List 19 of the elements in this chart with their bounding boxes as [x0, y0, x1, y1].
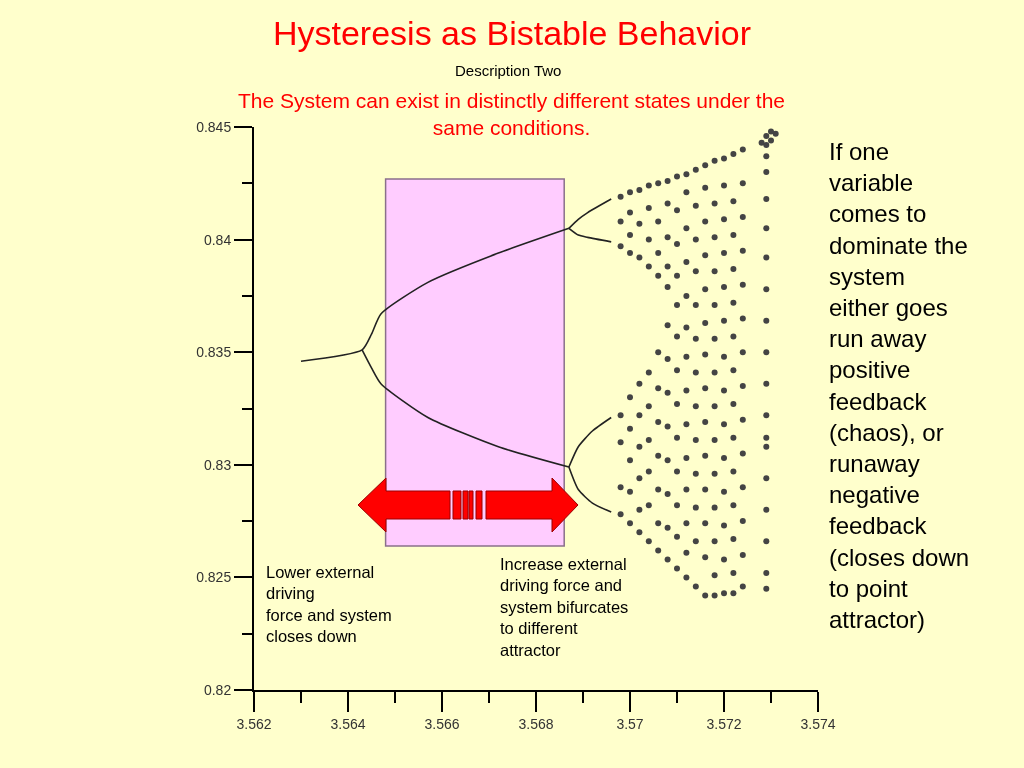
chart-title: Hysteresis as Bistable Behavior [272, 13, 752, 52]
y-tick-label: 0.83 [203, 456, 232, 473]
x-tick-label: 3.562 [236, 715, 272, 732]
y-tick-label: 0.82 [203, 681, 232, 698]
y-tick-label: 0.825 [196, 569, 232, 586]
x-tick-label: 3.572 [706, 715, 742, 732]
text: If one variable comes to dominate the system either goes run away positive feedback (chaos), or runaway negative feedback (closes down to point attractor) [829, 138, 970, 633]
y-tick-label: 0.84 [203, 231, 232, 248]
x-tick-label: 3.57 [616, 715, 644, 732]
y-tick-label: 0.845 [196, 118, 232, 135]
annotation: Increase external driving force and system bifurcates to different attractor [500, 555, 629, 659]
annotation: The System can exist in distinctly different states under the same conditions. [238, 89, 786, 140]
y-tick-label: 0.835 [196, 344, 232, 361]
chart-subtitle: Description Two [455, 62, 562, 79]
x-tick-label: 3.564 [330, 715, 366, 732]
x-tick-label: 3.566 [424, 715, 460, 732]
x-tick-label: 3.574 [800, 715, 836, 732]
x-tick-label: 3.568 [518, 715, 554, 732]
annotation: Lower external driving force and system closes down [266, 563, 392, 646]
